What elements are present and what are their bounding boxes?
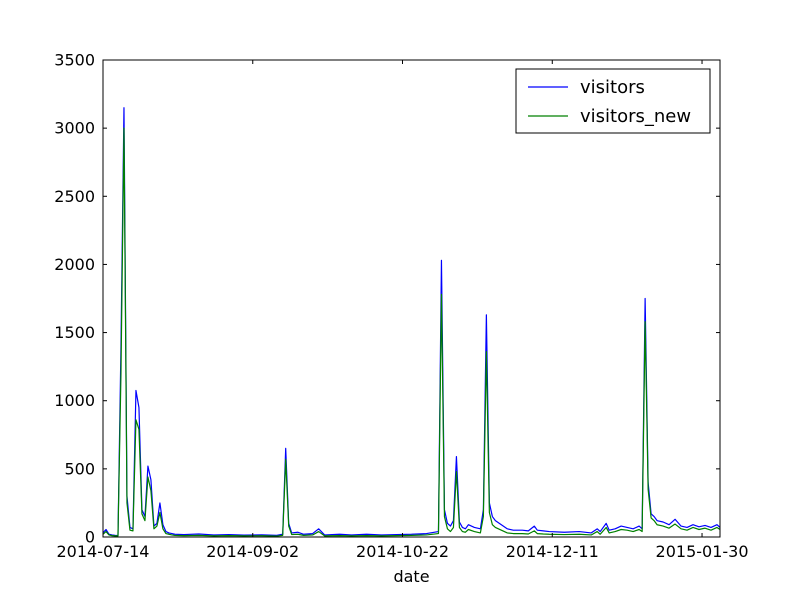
y-tick-label: 500: [64, 459, 95, 478]
y-axis: 0 500 1000 1500 2000 2500 3000 3500: [54, 51, 720, 547]
x-axis: 2014-07-14 2014-09-02 2014-10-22 2014-12-11…: [57, 60, 749, 561]
legend-label-visitors: visitors: [580, 77, 645, 98]
y-tick-label: 2500: [54, 187, 95, 206]
legend-label-visitors_new: visitors_new: [580, 106, 691, 127]
x-tick-label: 2014-09-02: [206, 542, 299, 561]
y-tick-label: 1500: [54, 323, 95, 342]
y-tick-label: 3500: [54, 51, 95, 70]
legend-box: [515, 68, 711, 134]
y-tick-label: 0: [85, 528, 95, 547]
legend: visitors visitors_new: [515, 68, 711, 134]
y-tick-label: 1000: [54, 391, 95, 410]
plot-area: [102, 107, 721, 537]
x-tick-label: 2014-10-22: [356, 542, 449, 561]
y-tick-label: 2000: [54, 255, 95, 274]
series-line-visitors: [102, 107, 721, 537]
x-tick-label: 2015-01-30: [656, 542, 749, 561]
y-tick-label: 3000: [54, 119, 95, 138]
x-tick-label: 2014-12-11: [506, 542, 599, 561]
x-axis-label: date: [393, 567, 429, 586]
series-line-visitors_new: [102, 127, 721, 537]
x-tick-label: 2014-07-14: [57, 542, 150, 561]
plot-frame: [102, 59, 721, 538]
